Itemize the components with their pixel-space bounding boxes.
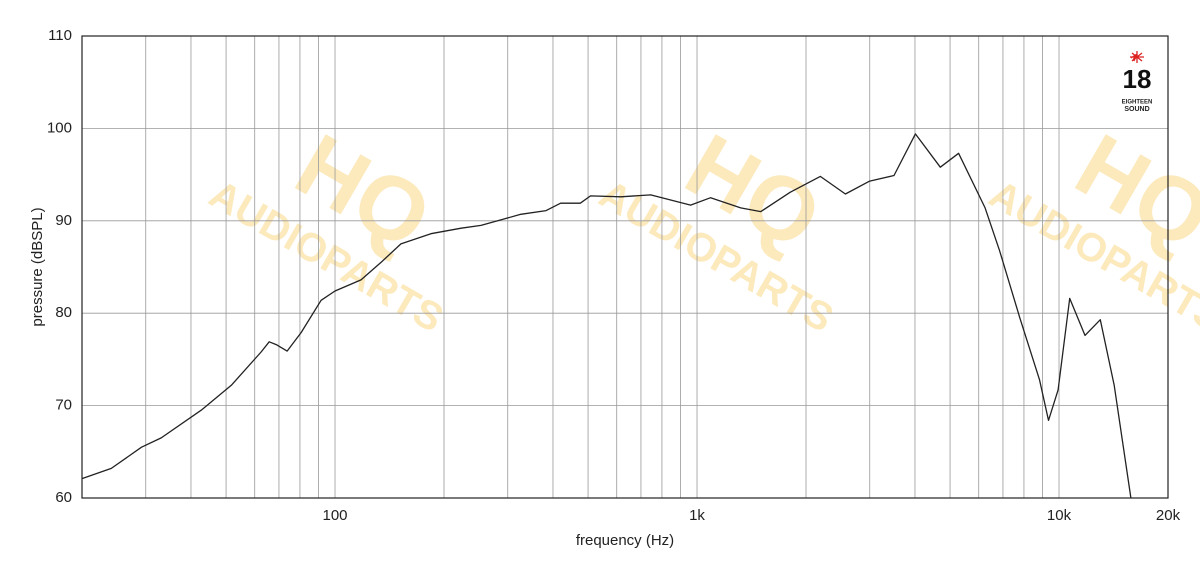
- y-tick-label: 80: [55, 304, 72, 321]
- x-tick-label: 1k: [689, 507, 705, 524]
- logo-number: 18: [1123, 64, 1152, 94]
- plot-frame: [81, 35, 1169, 499]
- y-tick-label: 60: [55, 489, 72, 506]
- logo-star: [1130, 51, 1144, 63]
- y-tick-label: 110: [48, 27, 72, 44]
- logo: 18 EIGHTEEN SOUND: [1122, 51, 1153, 113]
- y-tick-label: 90: [55, 212, 72, 229]
- x-tick-label: 100: [323, 507, 348, 524]
- y-axis-label: pressure (dBSPL): [29, 207, 46, 326]
- logo-text: EIGHTEEN: [1122, 100, 1153, 106]
- x-axis-label: frequency (Hz): [576, 532, 674, 549]
- logo-text: SOUND: [1124, 106, 1149, 113]
- y-tick-label: 100: [47, 119, 72, 136]
- x-tick-label: 20k: [1156, 507, 1181, 524]
- response-line: [81, 133, 1132, 499]
- x-tick-label: 10k: [1047, 507, 1072, 524]
- y-tick-label: 70: [55, 397, 72, 414]
